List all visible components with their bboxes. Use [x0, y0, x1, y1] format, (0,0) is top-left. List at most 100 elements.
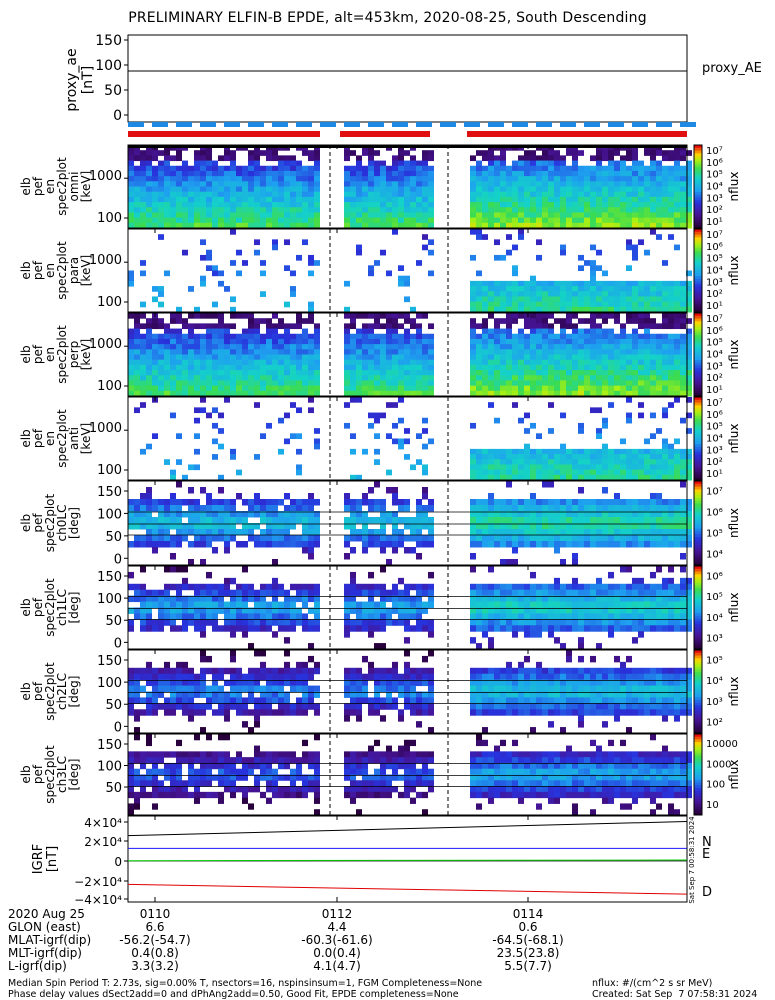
- heatmap-cell: [398, 380, 404, 387]
- colorbar-cell: [694, 205, 702, 210]
- heatmap-cell: [674, 464, 680, 471]
- heatmap-cell: [146, 625, 152, 632]
- heatmap-cell: [206, 160, 212, 167]
- heatmap-cell: [356, 607, 362, 614]
- heatmap-cell: [566, 619, 572, 626]
- pa-ylabel: pef: [31, 597, 45, 617]
- heatmap-cell: [242, 349, 248, 355]
- heatmap-cell: [548, 583, 554, 591]
- heatmap-cell: [494, 613, 500, 620]
- heatmap-cell: [680, 191, 686, 198]
- heatmap-cell: [218, 523, 224, 530]
- heatmap-cell: [680, 553, 686, 560]
- heatmap-cell: [506, 207, 512, 213]
- heatmap-cell: [158, 364, 164, 371]
- heatmap-cell: [170, 469, 176, 476]
- colorbar-cell: [694, 303, 702, 307]
- heatmap-cell: [548, 222, 554, 229]
- heatmap-cell: [650, 296, 656, 303]
- heatmap-cell: [182, 249, 188, 256]
- heatmap-cell: [488, 643, 494, 650]
- heatmap-cell: [146, 505, 152, 512]
- heatmap-cell: [308, 349, 314, 355]
- heatmap-cell: [608, 541, 614, 548]
- heatmap-cell: [662, 380, 668, 387]
- heatmap-cell: [512, 601, 518, 608]
- heatmap-cell: [176, 523, 182, 530]
- heatmap-cell: [590, 217, 596, 224]
- heatmap-cell: [530, 344, 536, 350]
- heatmap-cell: [572, 186, 578, 193]
- heatmap-cell: [494, 459, 500, 465]
- heatmap-cell: [626, 601, 632, 608]
- heatmap-cell: [314, 323, 320, 330]
- colorbar-cell: [694, 340, 702, 344]
- heatmap-cell: [662, 349, 668, 355]
- heatmap-cell: [266, 186, 272, 193]
- heatmap-cell: [506, 595, 512, 603]
- heatmap-cell: [494, 464, 500, 471]
- heatmap-cell: [638, 375, 644, 381]
- heatmap-cell: [614, 464, 620, 471]
- heatmap-cell: [632, 464, 638, 471]
- heatmap-cell: [524, 505, 530, 512]
- heatmap-cell: [506, 589, 512, 597]
- heatmap-cell: [488, 165, 494, 172]
- heatmap-cell: [188, 196, 194, 203]
- heatmap-cell: [218, 601, 224, 608]
- heatmap-cell: [266, 344, 272, 350]
- heatmap-cell: [644, 181, 650, 187]
- heatmap-cell: [530, 333, 536, 340]
- heatmap-cell: [548, 165, 554, 172]
- heatmap-cell: [602, 354, 608, 361]
- heatmap-cell: [674, 438, 680, 445]
- heatmap-cell: [500, 333, 506, 340]
- heatmap-cell: [128, 703, 134, 710]
- heatmap-cell: [608, 619, 614, 626]
- heatmap-cell: [158, 202, 164, 208]
- spec-ylabel: en: [43, 347, 57, 362]
- heatmap-cell: [152, 354, 158, 361]
- heatmap-cell: [476, 196, 482, 203]
- heatmap-cell: [344, 390, 350, 397]
- heatmap-cell: [584, 186, 590, 193]
- heatmap-cell: [614, 523, 620, 530]
- heatmap-cell: [584, 165, 590, 172]
- heatmap-cell: [188, 499, 194, 506]
- heatmap-cell: [152, 212, 158, 219]
- heatmap-cell: [590, 328, 596, 335]
- heatmap-cell: [410, 535, 416, 542]
- heatmap-cell: [164, 613, 170, 620]
- heatmap-cell: [632, 505, 638, 512]
- heatmap-cell: [368, 571, 374, 579]
- heatmap-cell: [530, 359, 536, 366]
- pa-ytick-label: 0: [114, 636, 122, 651]
- heatmap-cell: [314, 196, 320, 203]
- heatmap-cell: [656, 529, 662, 536]
- heatmap-cell: [524, 301, 530, 308]
- heatmap-cell: [548, 601, 554, 608]
- heatmap-cell: [242, 595, 248, 603]
- heatmap-cell: [290, 499, 296, 506]
- heatmap-cell: [368, 595, 374, 603]
- heatmap-cell: [650, 176, 656, 182]
- heatmap-cell: [602, 380, 608, 387]
- heatmap-cell: [428, 571, 434, 579]
- heatmap-cell: [548, 454, 554, 460]
- heatmap-cell: [668, 375, 674, 381]
- heatmap-cell: [518, 212, 524, 219]
- heatmap-cell: [674, 176, 680, 182]
- heatmap-cell: [596, 601, 602, 608]
- heatmap-cell: [572, 448, 578, 455]
- heatmap-cell: [686, 318, 692, 324]
- heatmap-cell: [248, 499, 254, 506]
- colorbar-cell: [694, 497, 702, 502]
- heatmap-cell: [140, 313, 146, 319]
- heatmap-cell: [530, 202, 536, 208]
- colorbar-cell: [694, 520, 702, 524]
- heatmap-cell: [206, 176, 212, 182]
- heatmap-cell: [128, 191, 134, 198]
- heatmap-cell: [644, 280, 650, 287]
- heatmap-cell: [134, 505, 140, 512]
- heatmap-cell: [470, 464, 476, 471]
